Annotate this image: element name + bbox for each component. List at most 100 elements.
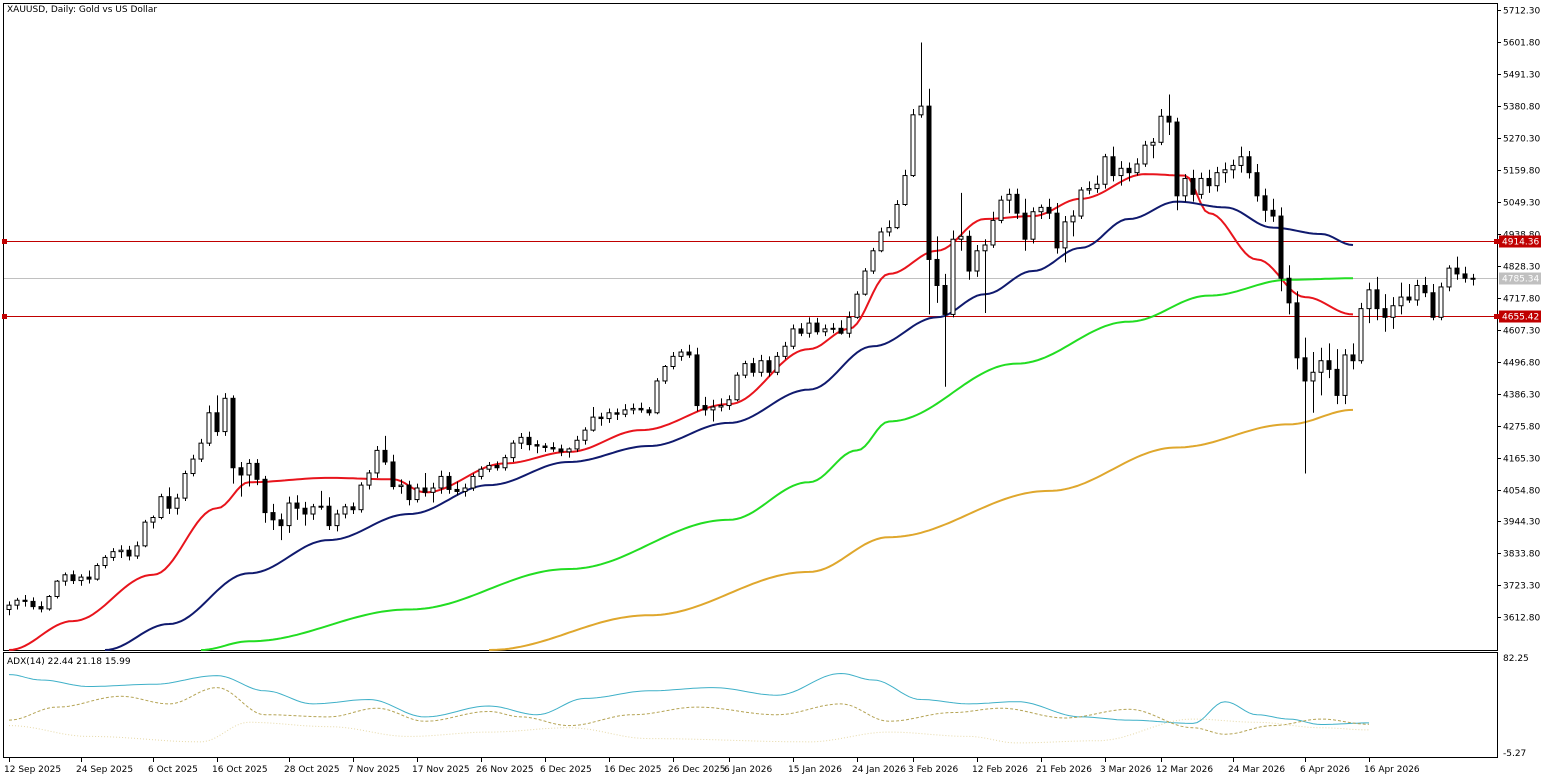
candle [638,402,644,413]
candle [1030,207,1036,244]
candle [334,509,340,532]
candle [622,404,628,418]
candle [614,408,620,421]
candle-body-bull [710,406,716,411]
candle [702,396,708,416]
candle [1278,207,1284,292]
candle [446,472,452,494]
time-tick-label: 24 Mar 2026 [1228,765,1285,775]
candle-body-bull [1214,172,1220,187]
candle [918,42,924,118]
candle [94,563,100,581]
candle-body-bull [1062,221,1068,249]
candle-body-bull [998,199,1004,221]
candle [158,493,164,520]
candle [198,438,204,462]
price-tick-label: 5601.80 [1503,39,1540,49]
indicator-pane-frame [3,652,1498,758]
candle [142,519,148,548]
candle [102,555,108,569]
candle [166,487,172,515]
candle-body-bear [382,449,388,463]
candle-body-bear [406,484,412,501]
candle-body-bear [30,600,36,608]
candle [1390,297,1396,329]
candle [902,169,908,206]
candle [606,408,612,423]
candle-body-bear [1350,354,1356,362]
candle-body-bear [262,478,268,514]
candle-body-bear [326,505,332,527]
candle-body-bull [670,355,676,367]
candle [870,247,876,274]
candle-body-bear [1302,357,1308,382]
candle [1086,181,1092,195]
candle-body-bear [1022,212,1028,240]
candle-body-bull [878,231,884,252]
candle-body-bull [1142,144,1148,165]
candle [1142,140,1148,167]
candle [1262,188,1268,222]
candle-body-bull [1358,308,1364,362]
price-tick-label: 4275.80 [1503,423,1540,433]
candle-body-bull [822,328,828,333]
candle-body-bull [886,227,892,233]
candle [726,395,732,410]
moving-average-line [8,173,1354,651]
price-tick-label: 4386.30 [1503,391,1540,401]
candle-body-bull [1158,115,1164,143]
candle-body-bull [1318,360,1324,373]
candle-body-bull [334,513,340,527]
candle-body-bull [158,496,164,519]
candle [262,475,268,523]
candle-body-bull [478,468,484,477]
candle-body-bull [654,380,660,414]
candle [46,595,52,611]
candle-body-bull [974,250,980,272]
candle-body-bull [854,293,860,318]
candle-body-bull [510,442,516,459]
candle [1406,284,1412,303]
candle-body-bull [1134,163,1140,174]
candle-body-bear [694,354,700,407]
candle [1006,188,1012,214]
candle [390,454,396,490]
candle-body-bull [1398,296,1404,307]
candle-body-bear [838,327,844,334]
candle-body-bull [374,449,380,474]
candle-body-bear [614,412,620,415]
candle-body-bull [782,345,788,357]
candle-body-bear [1406,296,1412,301]
candle-body-bear [550,446,556,450]
candle [494,461,500,471]
candle [1022,198,1028,251]
candle [1430,284,1436,321]
candle [118,545,124,559]
candle-body-bull [862,270,868,295]
candle [214,395,220,436]
price-tick-label: 5491.30 [1503,71,1540,81]
candle [1246,150,1252,179]
candle [206,405,212,447]
candle [6,601,12,616]
candle-body-bear [294,502,300,509]
candle-body-bull [1438,286,1444,318]
candle-body-bull [734,374,740,401]
candle [1294,291,1300,370]
candle [1326,343,1332,379]
candle [1270,198,1276,222]
candle-body-bear [70,574,76,582]
candle [750,357,756,377]
candle-body-bull [430,487,436,493]
candle [1214,166,1220,192]
candle-body-bull [902,175,908,205]
candle-body-bear [270,512,276,521]
time-tick-label: 21 Feb 2026 [1036,765,1092,775]
time-tick-label: 17 Nov 2025 [412,765,470,775]
candle-body-bull [470,475,476,489]
candle [1166,94,1172,136]
candle-body-bull [918,105,924,116]
candle-body-bear [126,549,132,557]
candle-body-bear [966,235,972,272]
